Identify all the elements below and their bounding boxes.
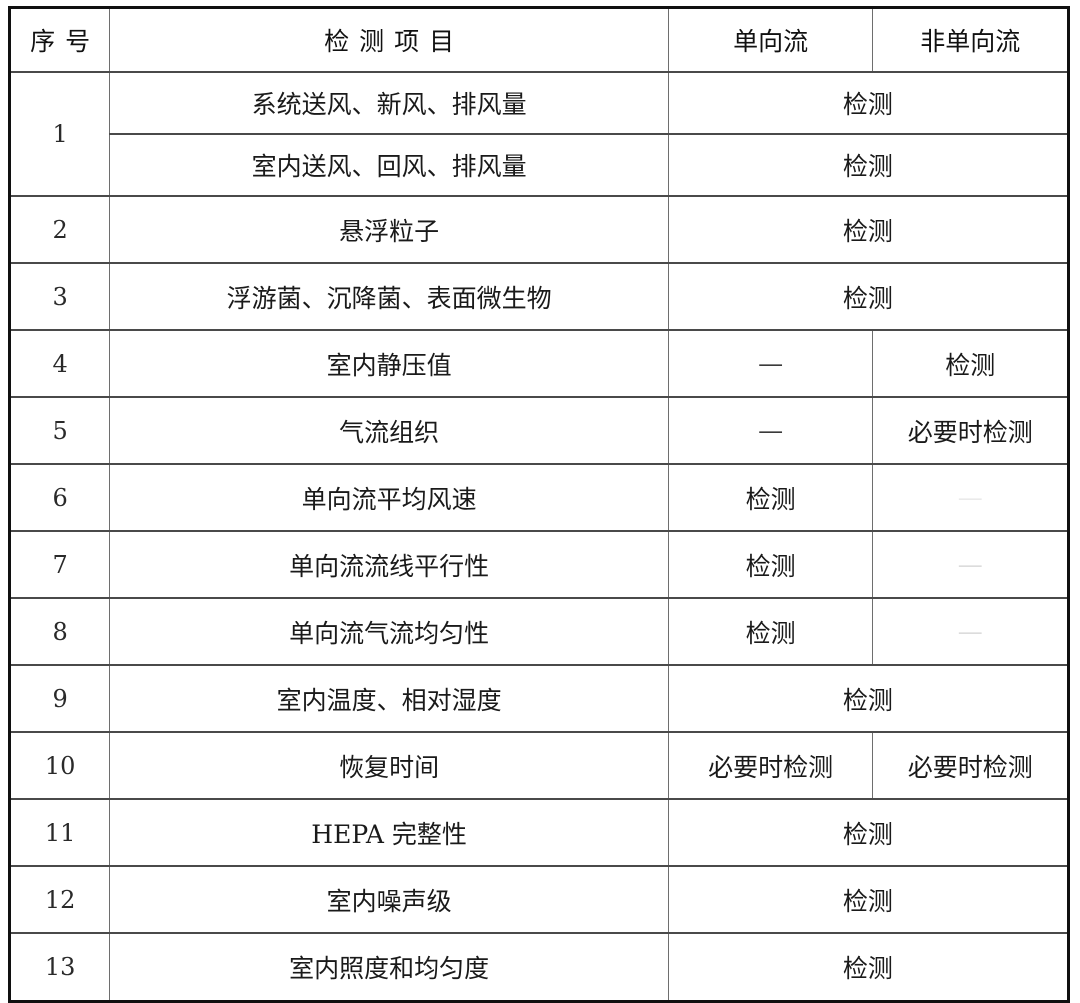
table-row: 12 室内噪声级 检测 bbox=[8, 865, 1070, 934]
row-result-non-unidirectional: 必要时检测 bbox=[872, 396, 1069, 465]
row-result-unidirectional: — bbox=[667, 396, 874, 465]
row-item-name: 浮游菌、沉降菌、表面微生物 bbox=[109, 262, 669, 331]
row-result-unidirectional: 检测 bbox=[667, 463, 874, 532]
row-number: 13 bbox=[8, 932, 111, 1003]
column-header-no: 序号 bbox=[8, 6, 111, 73]
row-item-name: 单向流流线平行性 bbox=[109, 530, 669, 599]
dash-icon: — bbox=[957, 483, 983, 512]
row-number: 12 bbox=[8, 865, 111, 934]
row-result-merged: 检测 bbox=[667, 932, 1070, 1003]
row-result-merged: 检测 bbox=[667, 865, 1070, 934]
row-number: 11 bbox=[8, 798, 111, 867]
table-row: 11 HEPA 完整性 检测 bbox=[8, 798, 1070, 867]
row-number: 4 bbox=[8, 329, 111, 398]
row-item-name: 气流组织 bbox=[109, 396, 669, 465]
row-result-non-unidirectional: — bbox=[872, 463, 1069, 532]
column-header-item: 检测项目 bbox=[109, 6, 669, 73]
row-item-name: 单向流平均风速 bbox=[109, 463, 669, 532]
row-item-name: 悬浮粒子 bbox=[109, 195, 669, 264]
table-body: 1 系统送风、新风、排风量 检测 室内送风、回风、排风量 检测 2 悬浮粒子 检… bbox=[8, 71, 1070, 1003]
row-number: 8 bbox=[8, 597, 111, 666]
dash-icon: — bbox=[758, 416, 784, 445]
inspection-items-table: 序号 检测项目 单向流 非单向流 1 系统送风、新风、排风量 检测 室内送风、回… bbox=[8, 6, 1070, 1003]
row-result-merged: 检测 bbox=[667, 664, 1070, 733]
row-item-name: 恢复时间 bbox=[109, 731, 669, 800]
row-result-unidirectional: 检测 bbox=[667, 530, 874, 599]
row-result-merged: 检测 bbox=[667, 133, 1070, 197]
table-row: 9 室内温度、相对湿度 检测 bbox=[8, 664, 1070, 733]
row-result-merged: 检测 bbox=[667, 195, 1070, 264]
row-item-name: 室内照度和均匀度 bbox=[109, 932, 669, 1003]
row-number: 7 bbox=[8, 530, 111, 599]
row-item-name: 室内温度、相对湿度 bbox=[109, 664, 669, 733]
table-row: 7 单向流流线平行性 检测 — bbox=[8, 530, 1069, 599]
row-result-non-unidirectional: 必要时检测 bbox=[872, 731, 1069, 800]
table-row: 5 气流组织 — 必要时检测 bbox=[8, 396, 1069, 465]
dash-icon: — bbox=[758, 349, 784, 378]
table-row: 6 单向流平均风速 检测 — bbox=[8, 463, 1069, 532]
row-result-non-unidirectional: 检测 bbox=[872, 329, 1069, 398]
table-header-row: 序号 检测项目 单向流 非单向流 bbox=[8, 6, 1069, 73]
row-result-merged: 检测 bbox=[667, 71, 1070, 135]
row-number: 6 bbox=[8, 463, 111, 532]
row-item-name: 单向流气流均匀性 bbox=[109, 597, 669, 666]
table-row: 4 室内静压值 — 检测 bbox=[8, 329, 1069, 398]
table-row: 10 恢复时间 必要时检测 必要时检测 bbox=[8, 731, 1069, 800]
row-item-name: 室内送风、回风、排风量 bbox=[109, 133, 669, 197]
row-number: 10 bbox=[8, 731, 111, 800]
row-result-merged: 检测 bbox=[667, 798, 1070, 867]
row-result-unidirectional: 必要时检测 bbox=[667, 731, 874, 800]
table-row: 1 系统送风、新风、排风量 检测 bbox=[8, 71, 1070, 197]
row-result-non-unidirectional: — bbox=[872, 530, 1069, 599]
table-row: 3 浮游菌、沉降菌、表面微生物 检测 bbox=[8, 262, 1070, 331]
row-item-name: 系统送风、新风、排风量 bbox=[109, 71, 669, 135]
row-result-unidirectional: — bbox=[667, 329, 874, 398]
column-header-unidirectional-flow: 单向流 bbox=[667, 6, 874, 73]
table-row: 8 单向流气流均匀性 检测 — bbox=[8, 597, 1069, 666]
row-item-name: 室内噪声级 bbox=[109, 865, 669, 934]
dash-icon: — bbox=[957, 617, 983, 646]
row-result-merged: 检测 bbox=[667, 262, 1070, 331]
dash-icon: — bbox=[957, 550, 983, 579]
table-row: 13 室内照度和均匀度 检测 bbox=[8, 932, 1070, 1003]
row-number: 9 bbox=[8, 664, 111, 733]
row-item-name: 室内静压值 bbox=[109, 329, 669, 398]
row-number: 3 bbox=[8, 262, 111, 331]
column-header-non-unidirectional-flow: 非单向流 bbox=[872, 6, 1069, 73]
row-result-unidirectional: 检测 bbox=[667, 597, 874, 666]
row-item-name: HEPA 完整性 bbox=[109, 798, 669, 867]
table-row: 2 悬浮粒子 检测 bbox=[8, 195, 1070, 264]
table-header: 序号 检测项目 单向流 非单向流 bbox=[8, 6, 1069, 73]
document-page: 序号 检测项目 单向流 非单向流 1 系统送风、新风、排风量 检测 室内送风、回… bbox=[8, 6, 1070, 1003]
row-result-non-unidirectional: — bbox=[872, 597, 1069, 666]
table-row: 室内送风、回风、排风量 检测 bbox=[10, 133, 1070, 197]
row-number: 2 bbox=[8, 195, 111, 264]
row-number: 1 bbox=[8, 71, 111, 197]
row-number: 5 bbox=[8, 396, 111, 465]
